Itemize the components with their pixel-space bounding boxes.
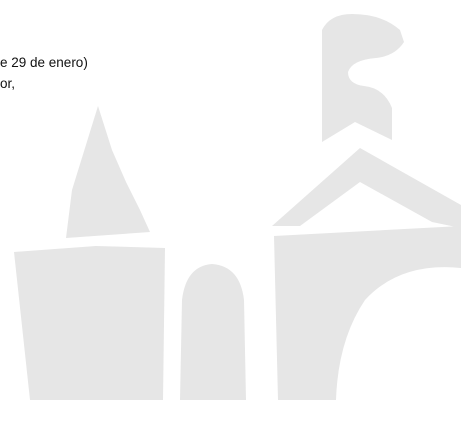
watermark-roof bbox=[272, 148, 461, 228]
text-line: e 29 de enero) bbox=[0, 55, 88, 70]
watermark-top-figure bbox=[322, 14, 404, 142]
watermark-left-block bbox=[14, 246, 165, 400]
watermark-right-arch bbox=[274, 226, 461, 400]
watermark-tower bbox=[66, 106, 150, 238]
watermark-middle-pill bbox=[180, 264, 246, 400]
document-text: e 29 de enero) or, bbox=[0, 52, 88, 94]
text-line: or, bbox=[0, 76, 16, 91]
